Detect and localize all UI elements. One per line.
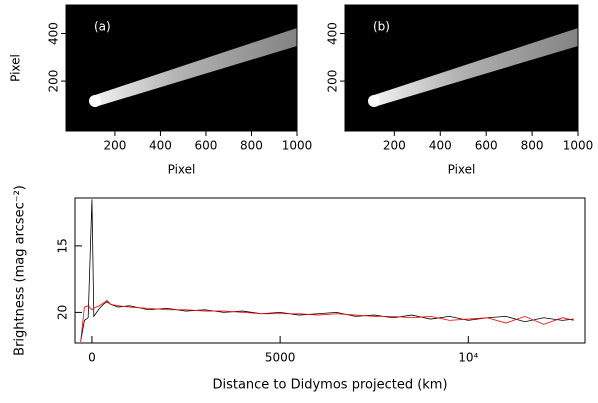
- x-tick-label: 600: [475, 139, 498, 153]
- comet-nucleus: [89, 95, 101, 107]
- comet-nucleus: [368, 95, 380, 107]
- axes-frame: [65, 4, 298, 132]
- x-tick-label: 600: [195, 139, 218, 153]
- x-tick-label: 800: [240, 139, 263, 153]
- x-tick-label: 800: [521, 139, 544, 153]
- x-tick-label: 200: [103, 139, 126, 153]
- axes-frame: [74, 197, 586, 344]
- x-axis-label: Pixel: [448, 163, 476, 177]
- x-tick-label: 1000: [563, 139, 594, 153]
- panel-label: (b): [373, 20, 390, 34]
- axes-frame: [344, 4, 579, 132]
- y-tick-label: 15: [56, 238, 70, 253]
- x-axis-label: Pixel: [168, 163, 196, 177]
- y-tick-label: 400: [326, 22, 340, 45]
- y-tick-label: 200: [326, 70, 340, 93]
- data-line: [80, 299, 574, 342]
- x-tick-label: 5000: [265, 351, 296, 365]
- x-tick-label: 1000: [282, 139, 313, 153]
- y-axis-label: Pixel: [9, 54, 23, 82]
- x-tick-label: 400: [429, 139, 452, 153]
- x-tick-label: 200: [383, 139, 406, 153]
- x-axis-label: Distance to Didymos projected (km): [212, 378, 447, 393]
- y-tick-label: 200: [47, 70, 61, 93]
- y-tick-label: 20: [56, 305, 70, 320]
- x-tick-label: 400: [149, 139, 172, 153]
- data-line: [80, 199, 574, 342]
- comet-streak: [374, 28, 578, 107]
- x-tick-label: 0: [88, 351, 96, 365]
- comet-streak: [95, 28, 297, 107]
- panel-label: (a): [94, 20, 111, 34]
- x-tick-label: 10⁴: [458, 351, 478, 365]
- y-tick-label: 400: [47, 22, 61, 45]
- y-axis-label: Brightness (mag arcsec⁻²): [13, 185, 28, 356]
